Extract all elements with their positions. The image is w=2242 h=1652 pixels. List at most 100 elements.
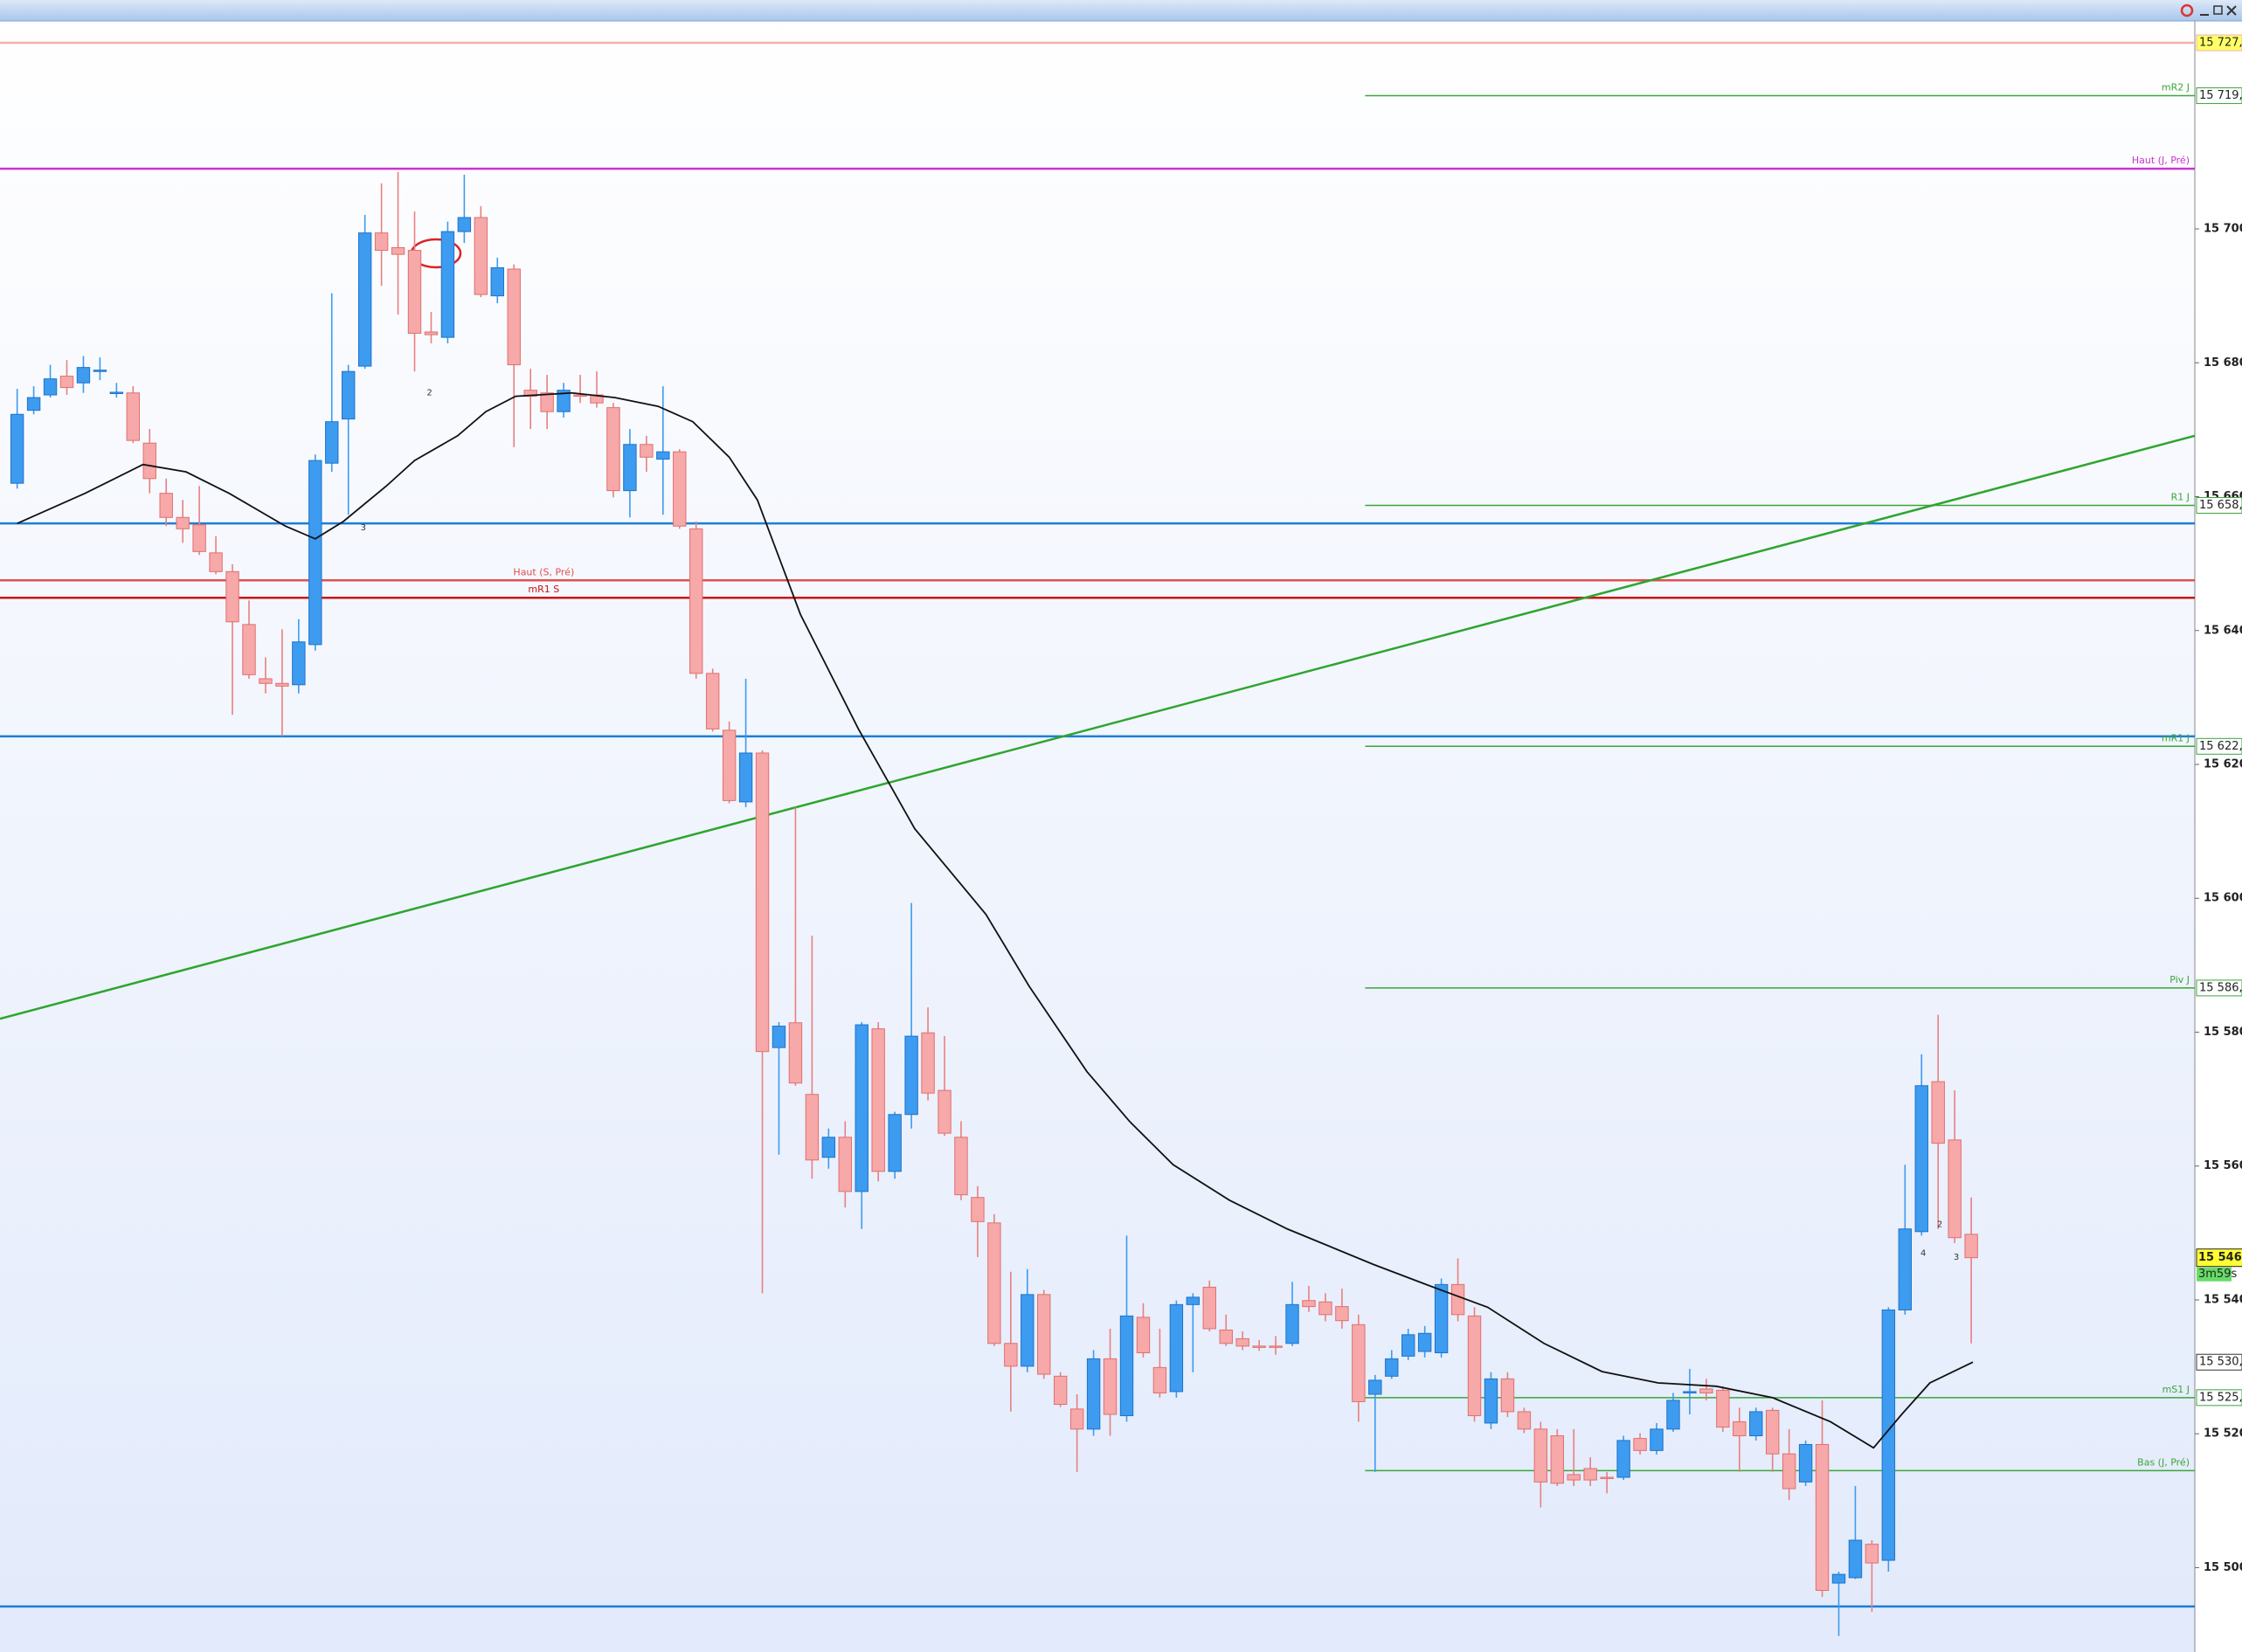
candle-body <box>971 1197 985 1222</box>
close-button[interactable] <box>2226 5 2237 16</box>
candle-body <box>342 370 356 420</box>
candle-body <box>1633 1438 1647 1451</box>
candle-body <box>1119 1315 1134 1417</box>
moving-average <box>17 391 1974 1449</box>
price-tag-label: 15 658,7 <box>2199 499 2242 512</box>
candle-body <box>921 1032 935 1094</box>
candle-body <box>1616 1440 1630 1478</box>
candle-body <box>1467 1315 1482 1417</box>
window-controls[interactable] <box>2180 3 2237 17</box>
candle-body <box>888 1114 902 1172</box>
candle-body <box>490 266 504 297</box>
candle-body <box>1931 1081 1945 1144</box>
candle-body <box>1782 1453 1796 1490</box>
candle-body <box>1434 1283 1449 1354</box>
level-name: Piv J <box>2169 974 2190 985</box>
y-tick-label: 15 680 <box>2204 356 2242 370</box>
candle-body <box>855 1024 868 1192</box>
candle-body <box>606 407 620 492</box>
candle-body <box>1053 1375 1068 1406</box>
candle-body <box>772 1026 786 1048</box>
price-tag <box>2196 737 2242 755</box>
level-name: Bas (J, Pré) <box>2137 1456 2190 1468</box>
candle-body <box>788 1022 803 1084</box>
candle-body <box>1235 1337 1249 1347</box>
y-tick-label: 15 500 <box>2204 1561 2242 1574</box>
candle-body <box>755 752 770 1053</box>
candle-body <box>1683 1391 1697 1393</box>
candle-body <box>523 390 537 397</box>
candle-body <box>109 391 124 395</box>
candle-body <box>192 524 206 552</box>
y-tick-label: 15 580 <box>2204 1026 2242 1039</box>
candle-body <box>540 392 554 412</box>
candle-body <box>1948 1139 1962 1239</box>
candle-body <box>259 678 273 684</box>
candle-body <box>656 451 670 460</box>
candle-body <box>407 250 422 335</box>
price-tag <box>2196 1389 2242 1407</box>
candle-body <box>424 331 439 335</box>
candle-body <box>1484 1378 1498 1424</box>
level-name: Haut (J, Pré) <box>2132 155 2190 166</box>
candle-body <box>1815 1443 1830 1592</box>
level-name: mR2 J <box>2162 82 2190 93</box>
candle-body <box>1202 1286 1216 1330</box>
candle-body <box>871 1028 885 1172</box>
candle-body <box>1765 1409 1780 1455</box>
candle-body <box>1831 1573 1846 1584</box>
candle-body <box>938 1089 951 1134</box>
level-name: R1 J <box>2171 491 2190 502</box>
ma-tag <box>2196 1353 2242 1371</box>
candle-body <box>1517 1411 1532 1430</box>
candle-body <box>1136 1317 1151 1354</box>
price-tag <box>2196 496 2242 514</box>
candle-body <box>507 268 521 366</box>
candle-body <box>1898 1228 1913 1310</box>
y-tick-label: 15 520 <box>2204 1427 2242 1441</box>
price-tag <box>2196 34 2242 52</box>
candle-body <box>225 570 239 623</box>
candle-body <box>457 217 472 232</box>
candle-body <box>738 752 753 803</box>
candle-body <box>640 444 654 458</box>
signal-label: 3 <box>1954 1253 1959 1262</box>
price-axis <box>2195 21 2242 1652</box>
price-tag-label: 15 525,4 <box>2199 1391 2242 1404</box>
candle-body <box>374 232 389 252</box>
candle-body <box>1385 1358 1399 1377</box>
candle-body <box>1964 1234 1978 1259</box>
candle-body <box>623 444 637 492</box>
candle-body <box>1004 1343 1018 1367</box>
price-tag-label: 15 622,7 <box>2199 740 2242 753</box>
signal-label: 2 <box>1937 1220 1942 1229</box>
candle-body <box>1186 1296 1201 1305</box>
last-price-label: 15 546,3 <box>2198 1251 2242 1264</box>
price-tag <box>2196 979 2242 997</box>
signal-label: 3 <box>361 523 366 533</box>
candle-body <box>159 493 173 518</box>
signal-label: 2 <box>426 389 432 398</box>
restore-button[interactable] <box>2213 5 2223 15</box>
candle-body <box>93 370 107 372</box>
candle-body <box>1169 1303 1184 1393</box>
candle-body <box>1500 1378 1515 1413</box>
y-tick-label: 15 560 <box>2204 1159 2242 1172</box>
candle-body <box>1865 1544 1879 1564</box>
trendline <box>0 434 2196 1020</box>
candle-body <box>1401 1334 1415 1357</box>
candle-body <box>325 421 339 464</box>
candle-body <box>1450 1283 1465 1316</box>
candle-body <box>43 378 58 396</box>
candle-body <box>1335 1306 1349 1322</box>
signal-label: 4 <box>1920 1248 1926 1258</box>
candle-body <box>705 673 720 729</box>
sync-icon[interactable] <box>2180 3 2194 17</box>
candle-body <box>10 413 24 484</box>
candle-body <box>1352 1324 1366 1402</box>
candle-body <box>1666 1400 1680 1430</box>
candle-body <box>357 232 372 367</box>
candle-body <box>722 729 737 801</box>
candle-body <box>76 367 91 384</box>
candle-body <box>1269 1345 1283 1348</box>
